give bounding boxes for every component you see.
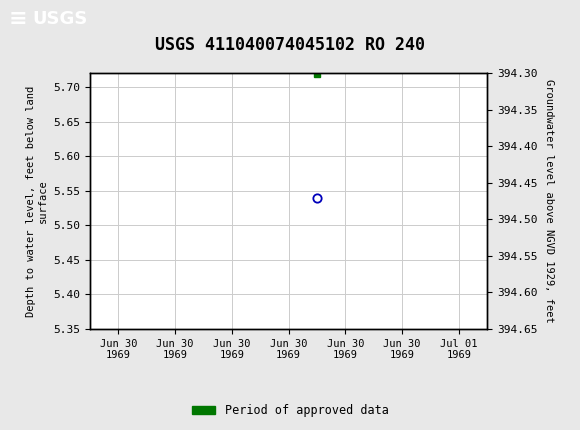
Text: ≡: ≡ bbox=[9, 9, 27, 29]
Text: USGS: USGS bbox=[32, 10, 87, 28]
Y-axis label: Groundwater level above NGVD 1929, feet: Groundwater level above NGVD 1929, feet bbox=[545, 79, 554, 323]
Text: USGS 411040074045102 RO 240: USGS 411040074045102 RO 240 bbox=[155, 36, 425, 54]
Y-axis label: Depth to water level, feet below land
surface: Depth to water level, feet below land su… bbox=[26, 86, 48, 316]
Legend: Period of approved data: Period of approved data bbox=[187, 399, 393, 422]
